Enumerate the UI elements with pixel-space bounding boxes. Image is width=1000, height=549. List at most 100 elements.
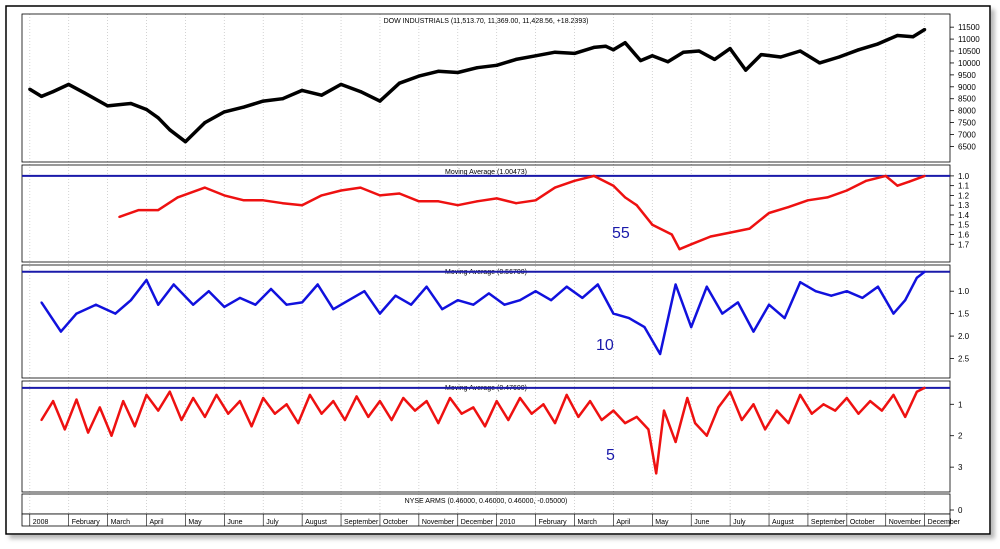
data-point [600, 418, 603, 422]
data-point [799, 281, 802, 284]
y-tick-label: 2.0 [958, 332, 970, 341]
data-point [623, 196, 627, 199]
x-tick-label: March [111, 519, 131, 526]
data-point [662, 409, 666, 412]
y-tick-label: 8500 [958, 95, 976, 104]
chart-frame [5, 5, 991, 535]
data-point [577, 415, 580, 418]
data-point [437, 422, 440, 425]
data-point [223, 305, 226, 309]
data-point [728, 47, 732, 51]
data-point [845, 396, 848, 400]
data-point [623, 422, 627, 425]
data-point [721, 312, 724, 315]
data-point [845, 189, 848, 192]
data-point [596, 283, 599, 286]
data-point [192, 303, 195, 306]
x-tick-label: February [539, 519, 568, 526]
data-point [40, 418, 43, 422]
x-tick-label: June [227, 519, 242, 526]
x-tick-label: April [616, 519, 630, 526]
data-point [192, 396, 195, 400]
data-point [82, 91, 86, 95]
data-point [157, 208, 160, 212]
data-point [895, 33, 900, 38]
data-point [518, 299, 522, 302]
data-point [690, 326, 693, 329]
data-point [923, 386, 926, 389]
data-point [592, 174, 596, 177]
data-point [767, 303, 771, 306]
data-point [133, 425, 136, 428]
data-point [717, 406, 720, 409]
data-point [59, 330, 63, 333]
data-point [705, 285, 708, 288]
data-point [572, 51, 577, 56]
data-point [378, 312, 382, 315]
data-point [861, 296, 864, 300]
data-point [460, 412, 463, 415]
data-point [308, 393, 312, 396]
y-tick-label: 0 [958, 506, 963, 515]
data-point [845, 290, 848, 293]
data-point [814, 290, 817, 293]
data-point [168, 128, 172, 132]
x-tick-label: May [188, 519, 202, 526]
data-point [242, 199, 245, 202]
data-point [281, 202, 284, 205]
y-tick-label: 11500 [958, 23, 980, 32]
data-point [553, 50, 557, 54]
panel-title: Moving Average (1.00473) [445, 169, 527, 176]
y-tick-label: 1.0 [958, 172, 970, 181]
data-point [157, 409, 160, 412]
data-point [63, 428, 66, 431]
data-point [736, 301, 739, 304]
data-point [390, 418, 393, 422]
data-point [114, 312, 117, 315]
data-point [709, 235, 712, 238]
data-point [565, 285, 568, 288]
data-point [694, 422, 697, 425]
data-point [273, 412, 276, 415]
y-tick-label: 1.6 [958, 231, 970, 240]
data-point [515, 202, 518, 205]
data-point [907, 180, 911, 183]
data-point [507, 418, 510, 422]
data-point [876, 285, 880, 288]
data-point [254, 303, 257, 306]
x-axis-strip [21, 513, 951, 527]
data-point [495, 400, 498, 403]
data-point [876, 42, 880, 46]
data-point [285, 303, 288, 306]
data-point [915, 390, 918, 393]
x-tick-label: April [150, 519, 164, 526]
data-point [666, 60, 670, 64]
data-point [358, 89, 363, 94]
data-point [281, 97, 285, 101]
data-point [285, 403, 288, 406]
data-point [612, 409, 615, 412]
x-tick-label: July [733, 519, 746, 526]
data-point [911, 35, 915, 39]
data-point [705, 434, 708, 437]
data-point [834, 409, 837, 412]
data-point [94, 303, 98, 306]
data-point [483, 425, 487, 428]
data-point [223, 194, 226, 197]
data-point [456, 299, 459, 302]
y-tick-label: 9000 [958, 83, 976, 92]
data-point [915, 276, 918, 279]
y-tick-label: 6500 [958, 142, 976, 151]
data-point [40, 301, 43, 304]
data-point [180, 418, 183, 422]
y-tick-label: 1.0 [958, 287, 970, 296]
data-point [779, 55, 783, 59]
data-point [343, 418, 347, 422]
x-tick-label: May [655, 519, 669, 526]
y-tick-label: 8000 [958, 107, 976, 116]
x-tick-label: August [772, 519, 794, 526]
data-point [129, 299, 133, 302]
data-point [183, 140, 188, 144]
data-point [681, 50, 686, 54]
